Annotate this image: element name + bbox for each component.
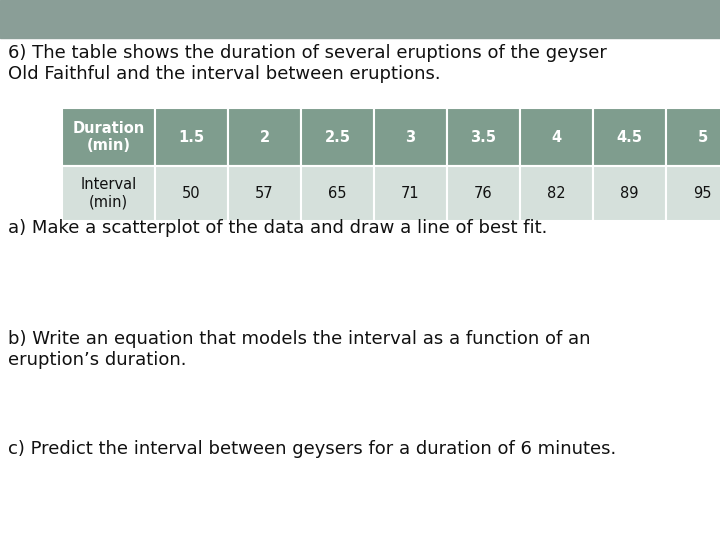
Text: 4.5: 4.5 bbox=[616, 130, 642, 145]
Text: 5: 5 bbox=[698, 130, 708, 145]
Text: 57: 57 bbox=[255, 186, 274, 201]
Text: 50: 50 bbox=[182, 186, 201, 201]
Text: 76: 76 bbox=[474, 186, 492, 201]
Text: 82: 82 bbox=[547, 186, 566, 201]
Text: 4: 4 bbox=[552, 130, 562, 145]
Text: 2.5: 2.5 bbox=[325, 130, 351, 145]
Text: c) Predict the interval between geysers for a duration of 6 minutes.: c) Predict the interval between geysers … bbox=[8, 440, 616, 458]
Text: 65: 65 bbox=[328, 186, 347, 201]
Text: 89: 89 bbox=[620, 186, 639, 201]
Text: Interval
(min): Interval (min) bbox=[81, 177, 137, 210]
Text: a) Make a scatterplot of the data and draw a line of best fit.: a) Make a scatterplot of the data and dr… bbox=[8, 219, 547, 237]
Text: b) Write an equation that models the interval as a function of an
eruption’s dur: b) Write an equation that models the int… bbox=[8, 330, 590, 369]
Text: 1.5: 1.5 bbox=[179, 130, 204, 145]
Text: 6) The table shows the duration of several eruptions of the geyser
Old Faithful : 6) The table shows the duration of sever… bbox=[8, 44, 607, 83]
Text: 95: 95 bbox=[693, 186, 712, 201]
Text: 71: 71 bbox=[401, 186, 420, 201]
Text: 3.5: 3.5 bbox=[470, 130, 497, 145]
Text: 3: 3 bbox=[405, 130, 415, 145]
Text: 2: 2 bbox=[259, 130, 269, 145]
Text: Duration
(min): Duration (min) bbox=[73, 121, 145, 153]
